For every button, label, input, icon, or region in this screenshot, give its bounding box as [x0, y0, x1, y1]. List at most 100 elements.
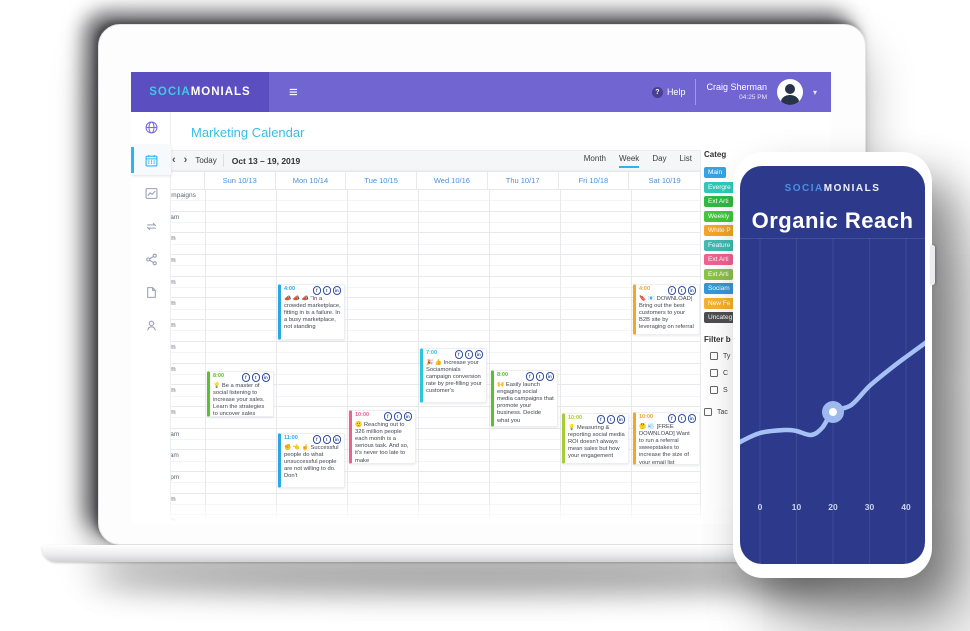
today-button[interactable]: Today	[195, 156, 217, 165]
sidebar-item-calendar[interactable]	[131, 145, 171, 175]
day-header: Fri 10/18	[559, 172, 630, 189]
column-divider	[205, 190, 206, 523]
twitter-icon: t	[322, 435, 331, 444]
checkbox[interactable]	[710, 369, 718, 377]
laptop-screen: SOCIAMONIALS ≡ ? Help Craig Sherman 04:2…	[98, 24, 866, 545]
sidebar-item-share[interactable]	[131, 244, 171, 274]
time-row[interactable]: 2pm	[160, 515, 700, 523]
x-axis-label: 10	[792, 502, 802, 512]
event-time: 11:00	[284, 435, 298, 441]
side-nav	[131, 112, 171, 524]
user-meta: Craig Sherman 04:25 PM	[706, 82, 767, 101]
category-chip[interactable]: Uncateg	[704, 312, 737, 323]
category-chip[interactable]: Ext Arti	[704, 196, 733, 207]
category-chip[interactable]: Evergre	[704, 181, 735, 193]
calendar-event[interactable]: 10:00 f t in 🙂 Reaching out to 326 million p…	[349, 410, 416, 464]
checkbox[interactable]	[710, 386, 718, 394]
prev-week-button[interactable]: ‹	[172, 154, 176, 166]
time-row[interactable]: 12pm	[160, 472, 700, 494]
filter-option[interactable]: S	[710, 386, 831, 394]
time-row[interactable]: 2am	[160, 255, 700, 277]
category-chip[interactable]: New Fe	[704, 297, 735, 309]
checkbox[interactable]	[710, 352, 718, 360]
document-icon	[146, 286, 156, 298]
sidebar-item-globe[interactable]	[131, 112, 171, 142]
time-row[interactable]: 12am	[160, 212, 700, 234]
event-time: 10:00	[355, 412, 370, 418]
time-row[interactable]: 5am	[160, 320, 700, 342]
time-row[interactable]: 1am	[160, 233, 700, 256]
filter-option-label: C	[723, 369, 729, 377]
category-chip[interactable]: Sociam	[704, 283, 734, 294]
x-axis-label: 40	[901, 502, 911, 512]
calendar-event[interactable]: 8:00 f t in 🙌 Easily launch engaging social …	[491, 370, 558, 427]
twitter-icon: t	[677, 286, 686, 295]
event-text: 🙌 Easily launch engaging social media ca…	[497, 381, 554, 424]
day-header-row: Sun 10/13 Mon 10/14 Tue 10/15 Wed 10/16 Thu …	[159, 171, 701, 189]
category-chip[interactable]: Ext Arti	[704, 254, 733, 265]
time-row[interactable]: 1pm	[160, 494, 700, 516]
phone-logo: SOCIAMONIALS	[784, 183, 881, 194]
chevron-down-icon[interactable]: ▾	[812, 87, 817, 97]
calendar-body[interactable]: Campaigns12am1am2am3am4am5am6am7am8am9am…	[159, 189, 701, 524]
event-time: 7:00	[426, 350, 438, 356]
phone-side-button	[930, 245, 935, 285]
calendar-event[interactable]: 7:00 f t in 🎉 👍 Increase your Sociamonials c…	[420, 348, 487, 403]
category-chip[interactable]: White P	[704, 225, 735, 236]
view-switcher: Month Week Day List	[584, 154, 692, 168]
x-axis-label: 20	[828, 502, 838, 512]
filter-title: Filter b	[704, 335, 731, 344]
help-label: Help	[666, 87, 686, 97]
sidebar-item-analytics[interactable]	[131, 178, 171, 208]
linkedin-icon: in	[687, 414, 696, 423]
event-text: 🙂 Reaching out to 326 million people eac…	[355, 421, 409, 464]
time-row[interactable]: 10am	[160, 429, 700, 451]
phone-screen: SOCIAMONIALS Organic Reach 0 10 20 30 40	[740, 166, 925, 564]
logo-part2: MONIALS	[190, 86, 251, 98]
time-row[interactable]: 3am	[160, 277, 700, 299]
event-time: 8:00	[497, 372, 509, 378]
category-chip[interactable]: Main	[704, 167, 727, 178]
day-header: Wed 10/16	[417, 172, 488, 189]
calendar-event[interactable]: 10:00 f t in 💡 Measuring & reporting social …	[562, 413, 629, 464]
event-social-icons: f t in	[312, 435, 341, 444]
event-social-icons: f t in	[596, 415, 625, 424]
linkedin-icon: in	[332, 435, 341, 444]
filter-option[interactable]: C	[710, 369, 831, 377]
date-range-label: Oct 13 – 19, 2019	[231, 155, 301, 166]
organic-reach-chart: 0 10 20 30 40	[740, 238, 925, 564]
event-social-icons: f t in	[383, 412, 412, 421]
calendar-event[interactable]: 4:00 f t in 📣 📣 📣 "In a crowded marketplace,…	[278, 284, 345, 340]
category-chip[interactable]: Feature	[704, 239, 735, 251]
categories-title: Categ	[704, 150, 727, 159]
next-week-button[interactable]: ›	[183, 154, 188, 166]
calendar-event[interactable]: 4:00 f t in 🔖 📧 DOWNLOAD| Bring out the best…	[633, 284, 700, 335]
view-button-list[interactable]: List	[679, 153, 692, 163]
sidebar-item-users[interactable]	[131, 310, 171, 340]
analytics-icon	[145, 187, 157, 199]
checkbox[interactable]	[704, 408, 712, 416]
filter-option-label: Ty	[723, 352, 731, 360]
view-button-week[interactable]: Week	[619, 154, 640, 168]
sidebar-item-documents[interactable]	[131, 277, 171, 307]
avatar[interactable]	[776, 79, 803, 105]
twitter-icon: t	[606, 415, 615, 424]
hamburger-menu-icon[interactable]: ≡	[289, 83, 298, 101]
divider	[695, 79, 697, 105]
category-chip[interactable]: Ext Arti	[704, 268, 733, 280]
view-button-month[interactable]: Month	[583, 153, 606, 163]
filter-option[interactable]: Ty	[710, 352, 831, 360]
calendar-event[interactable]: 8:00 f t in 💡 Be a master of social listenin…	[207, 371, 274, 417]
filter-option[interactable]: Tac	[704, 408, 831, 416]
sidebar-item-repeat[interactable]	[131, 211, 171, 241]
time-row[interactable]: Campaigns	[160, 190, 700, 212]
calendar-event[interactable]: 10:00 f t in 🤔 💨 [FREE DOWNLOAD] Want to run…	[633, 412, 700, 465]
logo[interactable]: SOCIAMONIALS	[131, 72, 269, 112]
column-divider	[631, 190, 632, 523]
time-row[interactable]: 4am	[160, 298, 700, 321]
calendar-event[interactable]: 11:00 f t in ✊ 👈 ☝ Successful people do what…	[278, 433, 345, 488]
category-chip[interactable]: Weekly	[704, 210, 734, 222]
help-button[interactable]: ? Help	[651, 86, 686, 98]
view-button-day[interactable]: Day	[652, 153, 667, 163]
